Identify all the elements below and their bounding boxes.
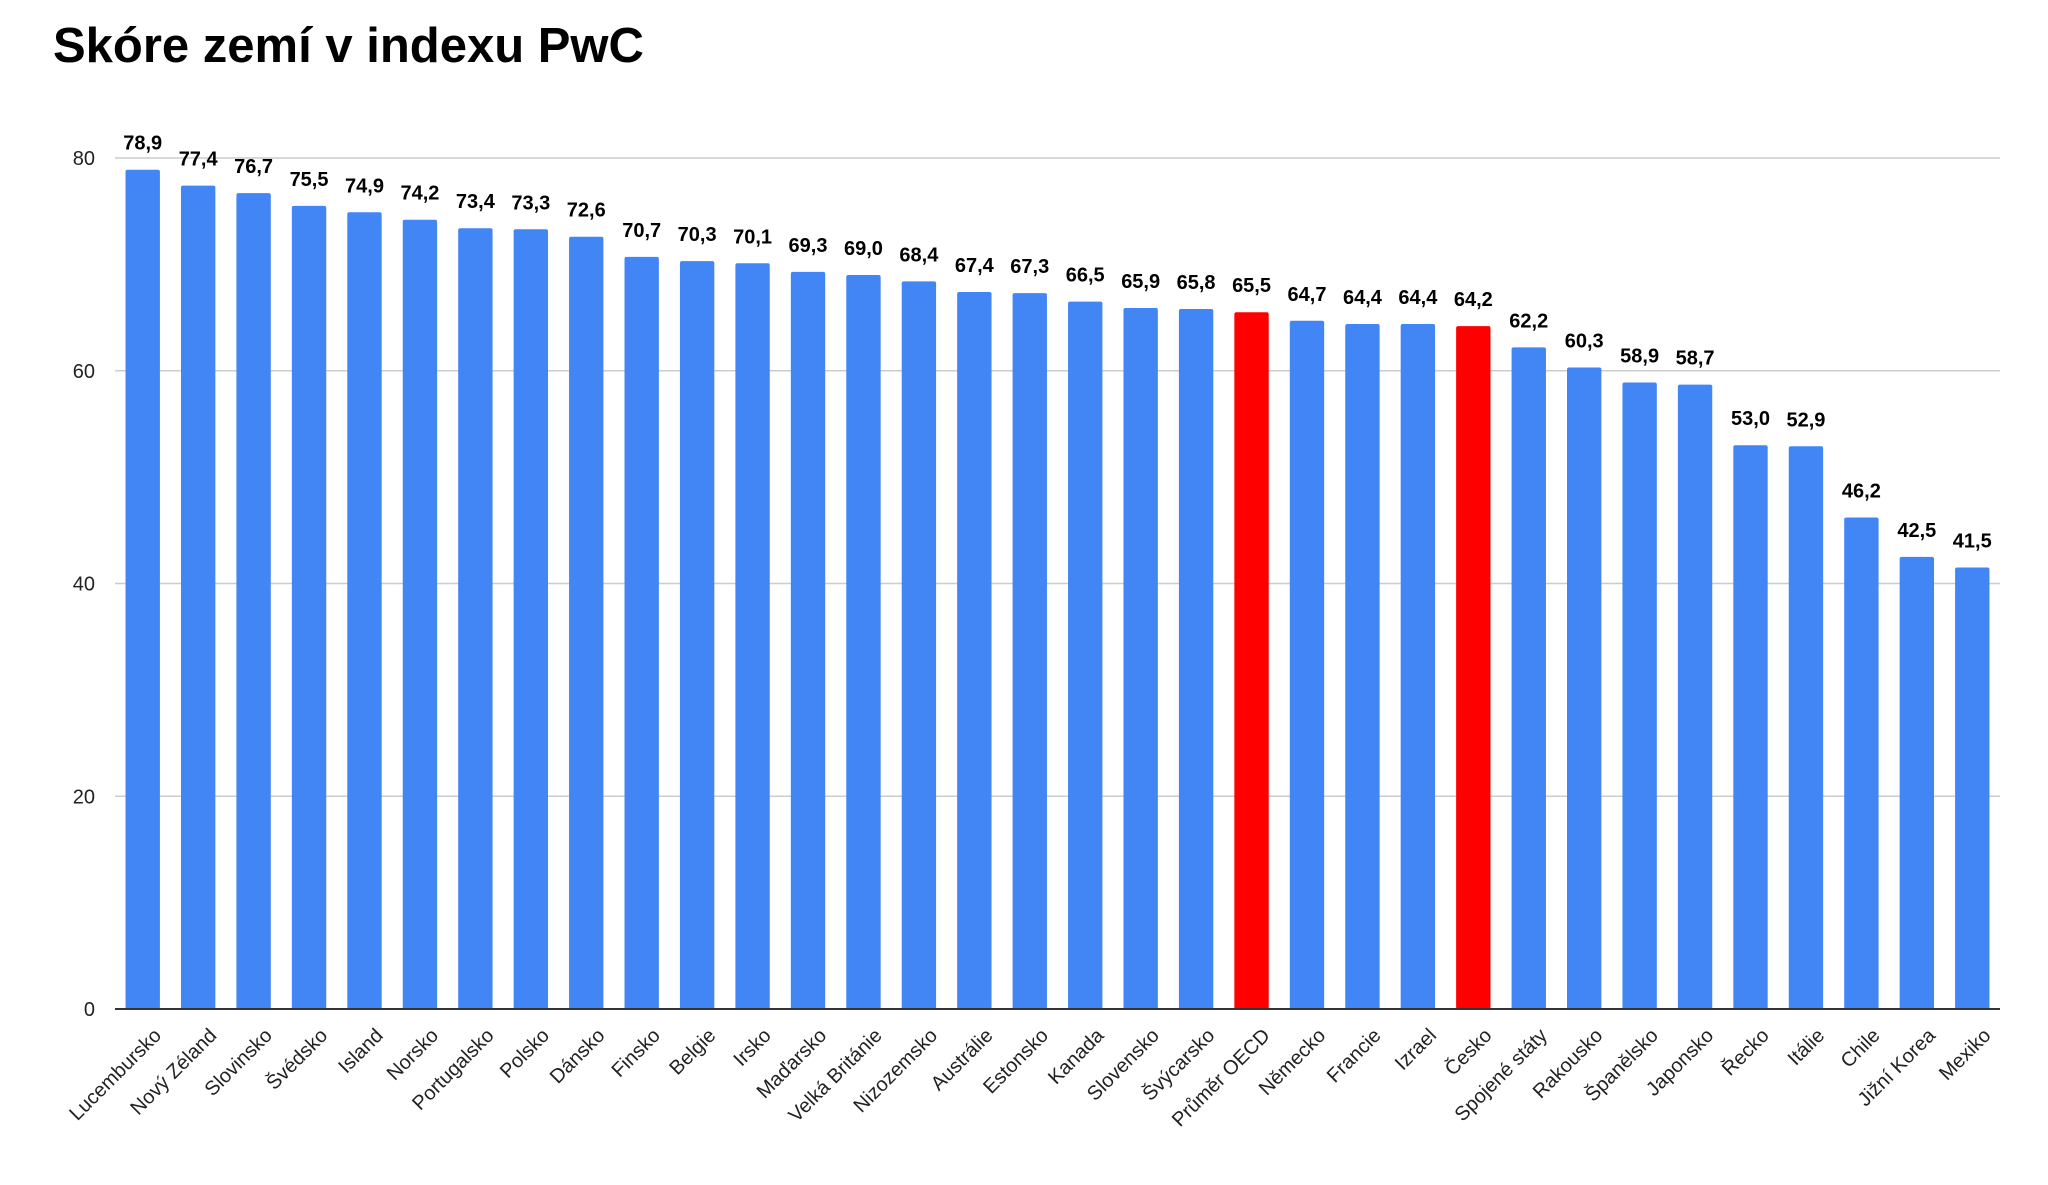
category-label: Belgie — [665, 1025, 720, 1080]
y-tick-label: 40 — [73, 574, 95, 596]
category-label: Izrael — [1391, 1025, 1441, 1075]
value-label: 64,4 — [1343, 287, 1383, 309]
value-label: 64,7 — [1288, 284, 1327, 306]
value-label: 70,1 — [733, 226, 772, 248]
value-label: 58,9 — [1620, 345, 1659, 367]
value-label: 60,3 — [1565, 331, 1604, 353]
chart-title: Skóre zemí v indexu PwC — [53, 19, 644, 73]
value-label: 41,5 — [1953, 531, 1992, 553]
value-label: 72,6 — [567, 200, 606, 222]
value-label: 70,7 — [622, 220, 661, 242]
category-label: Itálie — [1784, 1025, 1829, 1070]
bar — [1456, 326, 1491, 1009]
value-labels: 78,9 77,4 76,7 75,5 74,9 74,2 73,4 73,3 72,6 70,7… — [123, 133, 1991, 553]
bar — [1677, 384, 1713, 1009]
bar — [1955, 567, 1990, 1009]
value-label: 58,7 — [1676, 348, 1715, 370]
y-tick-label: 80 — [73, 148, 95, 170]
value-label: 64,2 — [1454, 289, 1493, 311]
value-label: 68,4 — [899, 244, 939, 266]
value-label: 67,3 — [1010, 256, 1049, 278]
category-label: Dánsko — [546, 1025, 610, 1089]
category-label: Chile — [1837, 1025, 1885, 1073]
bar — [790, 271, 826, 1009]
value-label: 78,9 — [123, 133, 162, 155]
bar — [901, 281, 937, 1009]
bar — [624, 256, 659, 1010]
value-label: 53,0 — [1731, 408, 1770, 430]
bar — [347, 212, 382, 1010]
bar — [1567, 367, 1602, 1010]
value-label: 42,5 — [1897, 520, 1936, 542]
category-label: Švédsko — [262, 1024, 333, 1095]
bar — [1289, 320, 1325, 1009]
value-label: 76,7 — [234, 156, 273, 178]
bar — [1844, 517, 1879, 1009]
y-tick-label: 0 — [84, 999, 95, 1021]
bar — [569, 236, 604, 1009]
bar — [735, 263, 770, 1009]
bar — [236, 193, 271, 1009]
bar — [1511, 347, 1546, 1009]
value-label: 75,5 — [290, 169, 329, 191]
bar — [1733, 445, 1768, 1009]
bar — [1788, 446, 1824, 1009]
value-label: 65,9 — [1121, 271, 1160, 293]
bar — [1400, 323, 1436, 1009]
bar — [1899, 556, 1935, 1009]
bar — [1622, 382, 1657, 1009]
value-label: 64,4 — [1398, 287, 1438, 309]
value-label: 73,4 — [456, 191, 496, 213]
category-label: Průměr OECD — [1168, 1025, 1275, 1132]
value-label: 69,0 — [844, 238, 883, 260]
bar — [1123, 307, 1158, 1009]
value-label: 67,4 — [955, 255, 995, 277]
bar — [1012, 293, 1047, 1009]
value-label: 46,2 — [1842, 481, 1881, 503]
bar — [1234, 312, 1269, 1009]
value-label: 70,3 — [678, 224, 717, 246]
bar — [125, 169, 160, 1010]
bar — [402, 219, 438, 1009]
value-label: 66,5 — [1066, 265, 1105, 287]
value-label: 62,2 — [1509, 310, 1548, 332]
bar — [1068, 301, 1103, 1009]
bars — [125, 169, 1990, 1010]
value-label: 65,5 — [1232, 275, 1271, 297]
bar — [679, 261, 715, 1010]
bar — [180, 185, 216, 1010]
category-label: Francie — [1323, 1025, 1386, 1088]
bar — [1178, 309, 1214, 1009]
bar — [957, 292, 992, 1010]
category-label: Řecko — [1717, 1024, 1773, 1080]
category-label: Irsko — [730, 1025, 776, 1071]
bar — [513, 229, 548, 1010]
category-label: Island — [334, 1025, 387, 1078]
value-label: 69,3 — [789, 235, 828, 257]
value-label: 74,9 — [345, 175, 384, 197]
bar — [1345, 323, 1380, 1009]
category-label: Polsko — [496, 1025, 554, 1083]
bar — [458, 228, 493, 1009]
category-label: Mexiko — [1935, 1025, 1995, 1085]
y-tick-label: 60 — [73, 361, 95, 383]
value-label: 52,9 — [1786, 409, 1825, 431]
bar — [846, 275, 881, 1009]
y-axis-ticks: 0 20 40 60 80 — [73, 148, 95, 1021]
y-tick-label: 20 — [73, 786, 95, 808]
grid-lines — [115, 157, 2000, 797]
value-label: 73,3 — [511, 192, 550, 214]
category-label: Finsko — [608, 1025, 665, 1082]
value-label: 74,2 — [400, 183, 439, 205]
value-label: 77,4 — [179, 149, 219, 171]
bar — [291, 205, 327, 1009]
value-label: 65,8 — [1177, 272, 1216, 294]
